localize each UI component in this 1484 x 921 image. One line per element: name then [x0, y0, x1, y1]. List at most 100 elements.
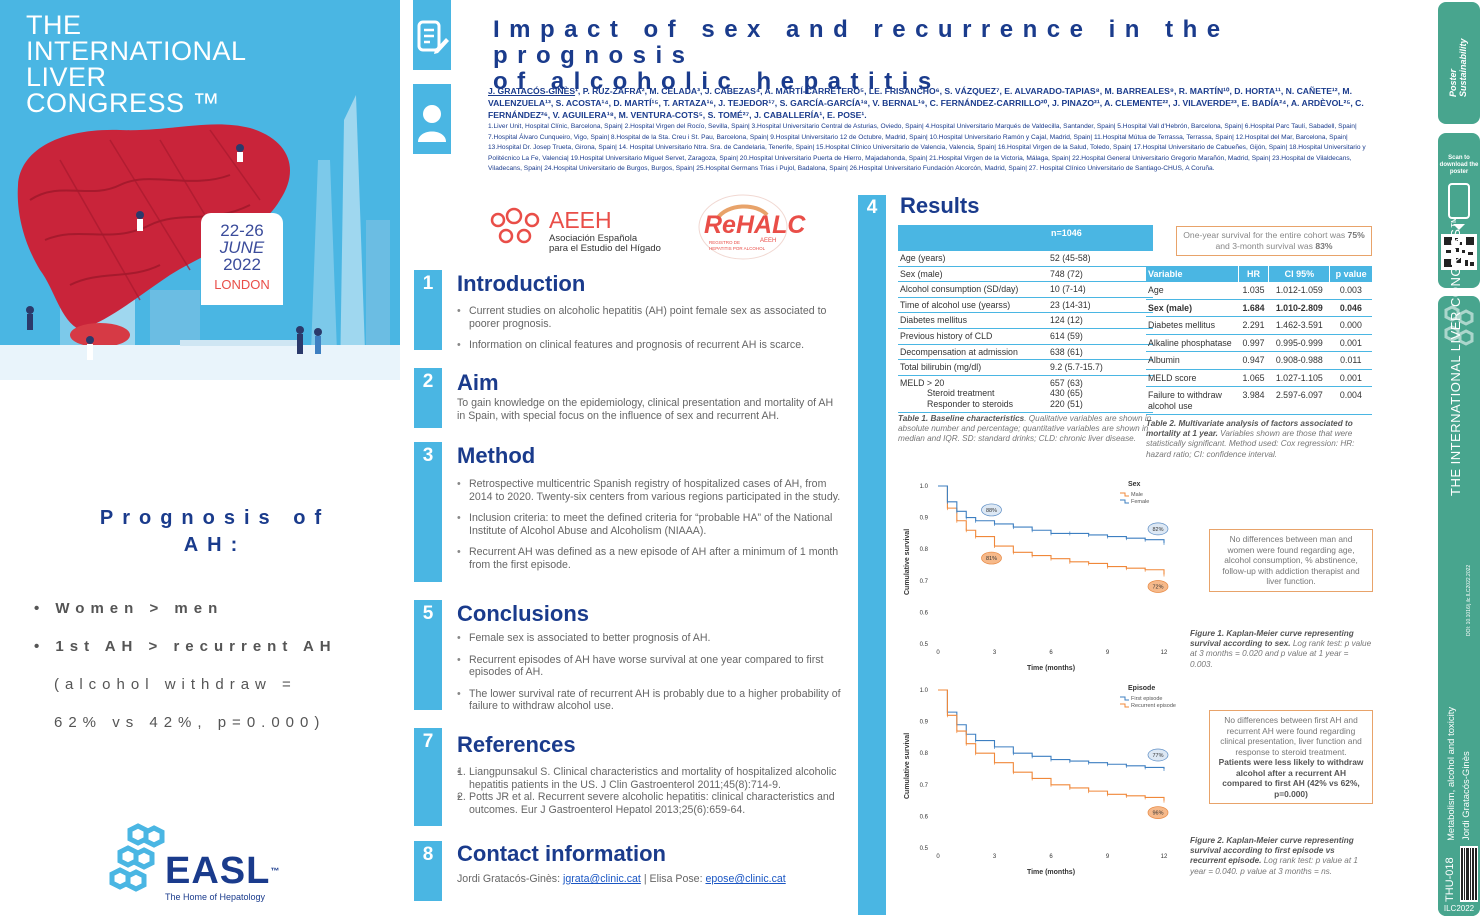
co-authors: ¹, P. RUZ-ZAFRA², M. CELADA³, J. CABEZAS…	[488, 86, 1364, 120]
table-cell: 1.012-1.059	[1268, 282, 1330, 300]
table-row: Decompensation at admission 638 (61)	[898, 344, 1153, 361]
category-text: Metabolism, alcohol and toxicity	[1446, 706, 1457, 841]
tick-label: 3	[993, 650, 997, 656]
introduction-title: Introduction	[457, 271, 586, 296]
table-cell: Diabetes mellitus	[898, 312, 1048, 329]
prognosis-title: Prognosis of AH:	[90, 505, 340, 559]
easl-logo-icon	[109, 823, 165, 892]
table-cell: 0.004	[1329, 386, 1372, 415]
annotation-label: 82%	[1152, 527, 1163, 533]
table-cell: 0.003	[1329, 282, 1372, 300]
ilc-code: ILC2022	[1443, 904, 1475, 913]
table-cell: 52 (45-58)	[1048, 251, 1153, 267]
meld-label: MELD > 20	[900, 377, 945, 388]
table-row: Sex (male) 748 (72)	[898, 266, 1153, 283]
table-cell: 2.597-6.097	[1268, 386, 1330, 415]
easl-name: EASL	[165, 850, 271, 892]
date-city: LONDON	[214, 277, 270, 292]
table-cell: 0.908-0.988	[1268, 351, 1330, 370]
legend-label: First episode	[1131, 696, 1163, 702]
document-edit-icon	[417, 20, 449, 54]
section-number: 5	[422, 603, 434, 624]
references-title: References	[457, 732, 576, 757]
caption-text: Log rank test: p value at 3 months = 0.0…	[1190, 639, 1372, 669]
phone-qr-icon[interactable]	[1438, 176, 1480, 276]
email-link-1[interactable]: jgrata@clinic.cat	[562, 873, 641, 885]
tick-label: 0.6	[920, 610, 929, 616]
table-cell: Time of alcohol use (yearss)	[898, 297, 1048, 314]
figure2-caption: Figure 2. Kaplan-Meier curve representin…	[1190, 836, 1372, 877]
tick-label: 0.9	[920, 516, 929, 522]
rehalc-sub: HEPATITIS POR ALCOHOL	[709, 246, 766, 251]
easl-hex-icon	[1444, 305, 1474, 346]
section-number: 7	[422, 731, 434, 752]
legend-label: Recurrent episode	[1131, 703, 1176, 709]
user-icon-box	[413, 84, 451, 154]
reference-number: 1.	[457, 766, 466, 778]
km-chart-episode: Cumulative survival 0.5 0.6 0.7 0.8 0.9 1.0 0 3 6…	[904, 685, 1176, 876]
contact-name: Jordi Gratacós-Ginès:	[457, 873, 561, 885]
aeeh-logo-icon	[490, 207, 540, 244]
section-number: 1	[422, 273, 434, 294]
annotation-bubble	[981, 551, 1002, 565]
steroid-label: Steroid treatment	[927, 388, 995, 399]
legend-title: Episode	[1128, 685, 1155, 692]
tick-label: 9	[1106, 650, 1110, 656]
first-author: J. GRATACÓS-GINÈS	[488, 86, 576, 96]
prognosis-item: 62% vs 42%, p=0.000)	[54, 714, 326, 731]
list-item: Current studies on alcoholic hepatitis (…	[457, 305, 842, 330]
table-cell: 3.984	[1238, 386, 1269, 415]
legend-swatch	[1120, 492, 1129, 497]
table-row: Total bilirubin (mg/dl) 9.2 (5.7-15.7)	[898, 359, 1153, 376]
table-cell: Age	[1146, 282, 1238, 300]
reference-item: 2.Potts JR et al. Recurrent severe alcoh…	[457, 791, 842, 816]
km-chart-sex: Cumulative survival 0.5 0.6 0.7 0.8 0.9 1.0 0 3 6…	[904, 481, 1169, 672]
caption-bold: Figure 1. Kaplan-Meier curve representin…	[1190, 629, 1354, 649]
table-cell: 1.065	[1238, 369, 1269, 387]
table-cell: 0.000	[1329, 316, 1372, 335]
tick-label: 0	[936, 854, 940, 860]
table-row: Age (years) 52 (45-58)	[898, 251, 1153, 267]
legend-title: Sex	[1128, 481, 1141, 488]
table1-caption: Table 1. Baseline characteristics. Quali…	[898, 414, 1158, 445]
table-cell: 2.291	[1238, 316, 1269, 335]
figure1-note: No differences between man and women wer…	[1209, 529, 1373, 592]
tick-label: 0	[936, 650, 940, 656]
table-cell: Sex (male)	[898, 266, 1048, 283]
table-cell: Failure to withdraw alcohol use	[1146, 386, 1238, 415]
table-cell: 1.462-3.591	[1268, 316, 1330, 335]
reference-text: Liangpunsakul S. Clinical characteristic…	[469, 766, 837, 791]
user-icon	[418, 105, 446, 142]
table-row: MELD score 1.065 1.027-1.105 0.001	[1146, 369, 1372, 387]
tick-label: 9	[1106, 854, 1110, 860]
authors: J. GRATACÓS-GINÈS¹, P. RUZ-ZAFRA², M. CE…	[488, 85, 1373, 121]
tick-label: 0.9	[920, 720, 929, 726]
date-month: JUNE	[219, 238, 265, 257]
scan-box: Scan to download the poster	[1438, 133, 1480, 288]
table-cell: 614 (59)	[1048, 328, 1153, 345]
table-row: Alcohol consumption (SD/day) 10 (7-14)	[898, 281, 1153, 298]
tick-label: 12	[1161, 854, 1168, 860]
annotation-label: 96%	[1152, 811, 1163, 817]
caption-bold: Table 2. Multivariate analysis of factor…	[1146, 419, 1353, 439]
multivariate-table: Variable HR CI 95% p value Age 1.035 1.012…	[1146, 266, 1372, 415]
table-cell: 0.947	[1238, 351, 1269, 370]
table-cell: 0.001	[1329, 334, 1372, 352]
email-link-2[interactable]: epose@clinic.cat	[705, 873, 786, 885]
scan-line: Scan to	[1448, 155, 1470, 161]
results-number-bar: 4	[858, 195, 886, 915]
date-year: 2022	[223, 255, 261, 274]
caption-text: Log rank test: p value at 1 year = 0.040…	[1190, 856, 1358, 876]
rehalc-logo-icon	[698, 194, 788, 260]
table-cell: 1.027-1.105	[1268, 369, 1330, 387]
sustainability-line: Poster	[1448, 68, 1458, 97]
list-item: Recurrent episodes of AH have worse surv…	[457, 654, 842, 679]
table-cell: 1.010-2.809	[1268, 299, 1330, 317]
legend-swatch	[1120, 696, 1129, 701]
document-icon-box	[413, 0, 451, 70]
table-cell: Diabetes mellitus	[1146, 316, 1238, 335]
right-strip: Poster Sustainability Scan to download t…	[1433, 0, 1484, 921]
table-cell: Alkaline phosphatase	[1146, 334, 1238, 352]
annotation-label: 72%	[1152, 584, 1163, 590]
left-panel: THE INTERNATIONAL LIVER CONGRESS ™ 22-26…	[0, 0, 400, 921]
